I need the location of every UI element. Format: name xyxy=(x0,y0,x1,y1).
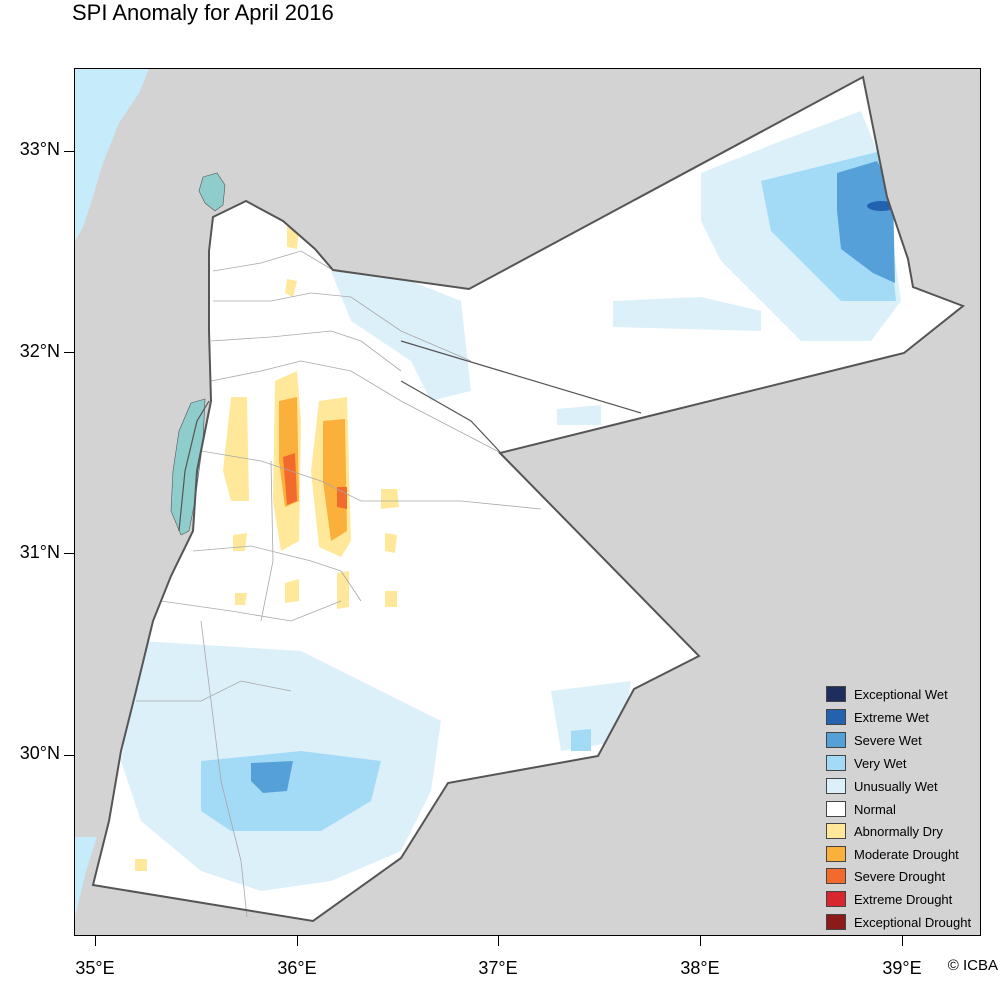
dead-sea xyxy=(170,398,206,536)
lon-tick-35 xyxy=(95,936,96,946)
jordan-border xyxy=(91,75,965,923)
lat-tick-31 xyxy=(64,553,74,554)
legend-swatch xyxy=(826,778,846,794)
legend-label: Very Wet xyxy=(854,756,907,771)
lon-tick-36 xyxy=(297,936,298,946)
lat-tick-30 xyxy=(64,755,74,756)
lat-tick-32 xyxy=(64,352,74,353)
legend-label: Abnormally Dry xyxy=(854,824,943,839)
internal-border-east xyxy=(400,340,642,454)
lon-tick-39 xyxy=(902,936,903,946)
governorate-boundaries xyxy=(136,250,542,918)
legend-label: Extreme Drought xyxy=(854,892,953,907)
severe-drought-areas xyxy=(283,453,347,509)
moderate-drought-areas xyxy=(279,397,347,541)
legend-label: Normal xyxy=(854,802,896,817)
lat-label-31: 31°N xyxy=(19,542,60,562)
legend-swatch xyxy=(826,686,846,702)
legend-swatch xyxy=(826,823,846,839)
legend-swatch xyxy=(826,868,846,884)
legend-swatch xyxy=(826,891,846,907)
legend-label: Extreme Wet xyxy=(854,710,929,725)
legend-label: Severe Wet xyxy=(854,733,922,748)
lon-label-35: 35°E xyxy=(75,958,115,978)
legend-label: Exceptional Drought xyxy=(854,915,972,930)
lon-label-36: 36°E xyxy=(277,958,317,978)
legend-label: Unusually Wet xyxy=(854,779,938,794)
legend-swatch xyxy=(826,755,846,771)
lon-label-38: 38°E xyxy=(680,958,720,978)
legend-swatch xyxy=(826,801,846,817)
lat-label-30: 30°N xyxy=(19,743,60,763)
legend-swatch xyxy=(826,732,846,748)
mediterranean-sea xyxy=(75,69,149,241)
lon-tick-38 xyxy=(700,936,701,946)
severe-wet-areas xyxy=(251,161,895,793)
map-title: SPI Anomaly for April 2016 xyxy=(72,0,334,25)
legend-label: Exceptional Wet xyxy=(854,687,948,702)
lon-label-39: 39°E xyxy=(882,958,922,978)
map-canvas[interactable] xyxy=(75,69,981,936)
lat-label-33: 33°N xyxy=(19,139,60,159)
lon-tick-37 xyxy=(498,936,499,946)
lon-label-37: 37°E xyxy=(478,958,518,978)
lake-tiberias xyxy=(198,172,226,212)
gulf-of-aqaba xyxy=(75,837,97,917)
lat-tick-33 xyxy=(64,151,74,152)
map-frame[interactable] xyxy=(74,68,981,936)
lat-label-32: 32°N xyxy=(19,341,60,361)
west-border xyxy=(178,400,210,532)
legend-swatch xyxy=(826,709,846,725)
spi-anomaly-layer xyxy=(121,111,901,891)
legend-label: Severe Drought xyxy=(854,869,946,884)
extreme-wet-spot xyxy=(867,201,895,211)
legend-swatch xyxy=(826,846,846,862)
credit-text: © ICBA xyxy=(947,957,998,974)
legend-swatch xyxy=(826,914,846,930)
legend-label: Moderate Drought xyxy=(854,847,959,862)
